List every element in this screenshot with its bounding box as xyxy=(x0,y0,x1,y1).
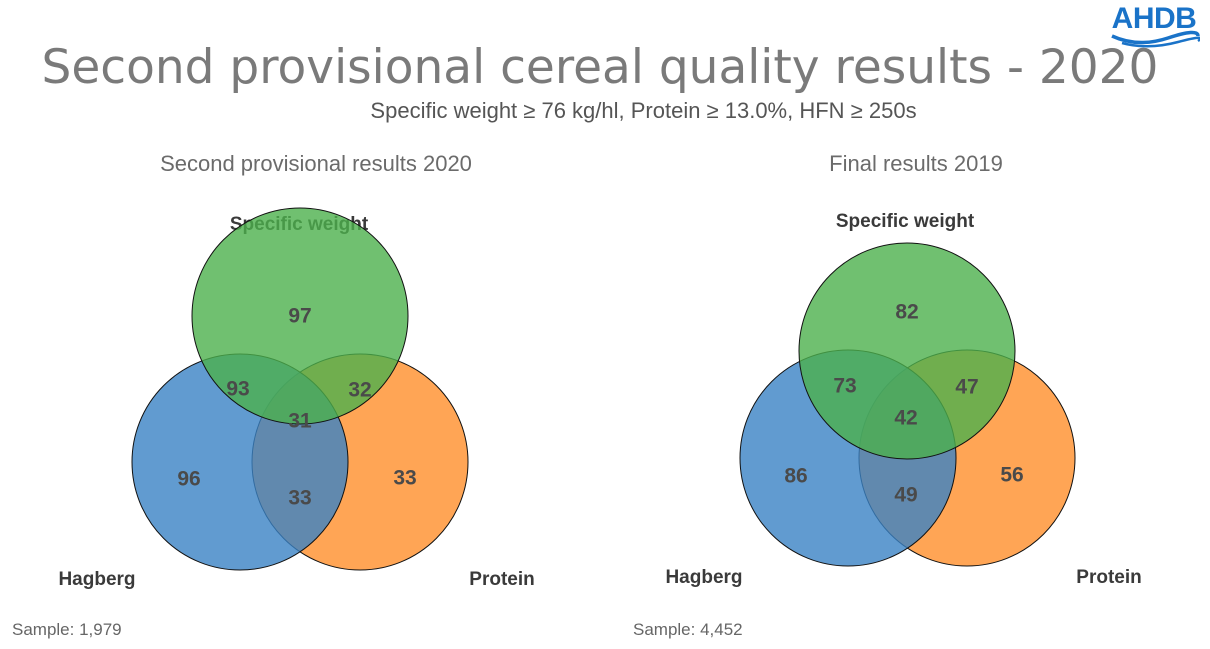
label-protein-2020: Protein xyxy=(469,569,535,590)
label-hagberg-2019: Hagberg xyxy=(665,567,743,588)
region-value-specific-weight-only: 97 xyxy=(288,305,311,328)
page-title: Second provisional cereal quality result… xyxy=(41,40,1159,95)
region-value-specific-weight-and-protein: 47 xyxy=(955,376,978,399)
region-value-all-three: 42 xyxy=(894,407,917,430)
label-hagberg-2020: Hagberg xyxy=(58,569,136,590)
region-value-hagberg-and-protein: 33 xyxy=(288,487,311,510)
ahdb-logo: AHDB xyxy=(1108,2,1200,48)
sample-size-2019: Sample: 4,452 xyxy=(633,620,743,639)
region-value-specific-weight-and-protein: 32 xyxy=(348,379,371,402)
panel-title-2019: Final results 2019 xyxy=(829,151,1003,176)
region-value-hagberg-only: 86 xyxy=(784,465,807,488)
venn-2019: 82 86 56 73 47 49 42 xyxy=(739,242,1076,567)
logo-wave-icon xyxy=(1111,30,1200,48)
region-value-all-three: 31 xyxy=(288,410,312,433)
label-specific-weight-2019: Specific weight xyxy=(835,211,975,232)
criteria-subtitle: Specific weight ≥ 76 kg/hl, Protein ≥ 13… xyxy=(370,98,917,123)
circle-specific-weight xyxy=(798,242,1016,460)
region-value-hagberg-only: 96 xyxy=(177,468,200,491)
label-protein-2019: Protein xyxy=(1076,567,1142,588)
circle-specific-weight xyxy=(191,207,409,425)
logo-text: AHDB xyxy=(1111,2,1197,35)
sample-size-2020: Sample: 1,979 xyxy=(12,620,122,639)
region-value-protein-only: 56 xyxy=(1000,464,1023,487)
region-value-protein-only: 33 xyxy=(393,467,416,490)
region-value-specific-weight-and-hagberg: 93 xyxy=(226,378,249,401)
region-value-specific-weight-and-hagberg: 73 xyxy=(833,375,856,398)
venn-2020: 97 96 33 93 32 33 31 xyxy=(131,207,469,571)
region-value-specific-weight-only: 82 xyxy=(895,301,918,324)
panel-title-2020: Second provisional results 2020 xyxy=(160,151,472,176)
region-value-hagberg-and-protein: 49 xyxy=(894,484,917,507)
